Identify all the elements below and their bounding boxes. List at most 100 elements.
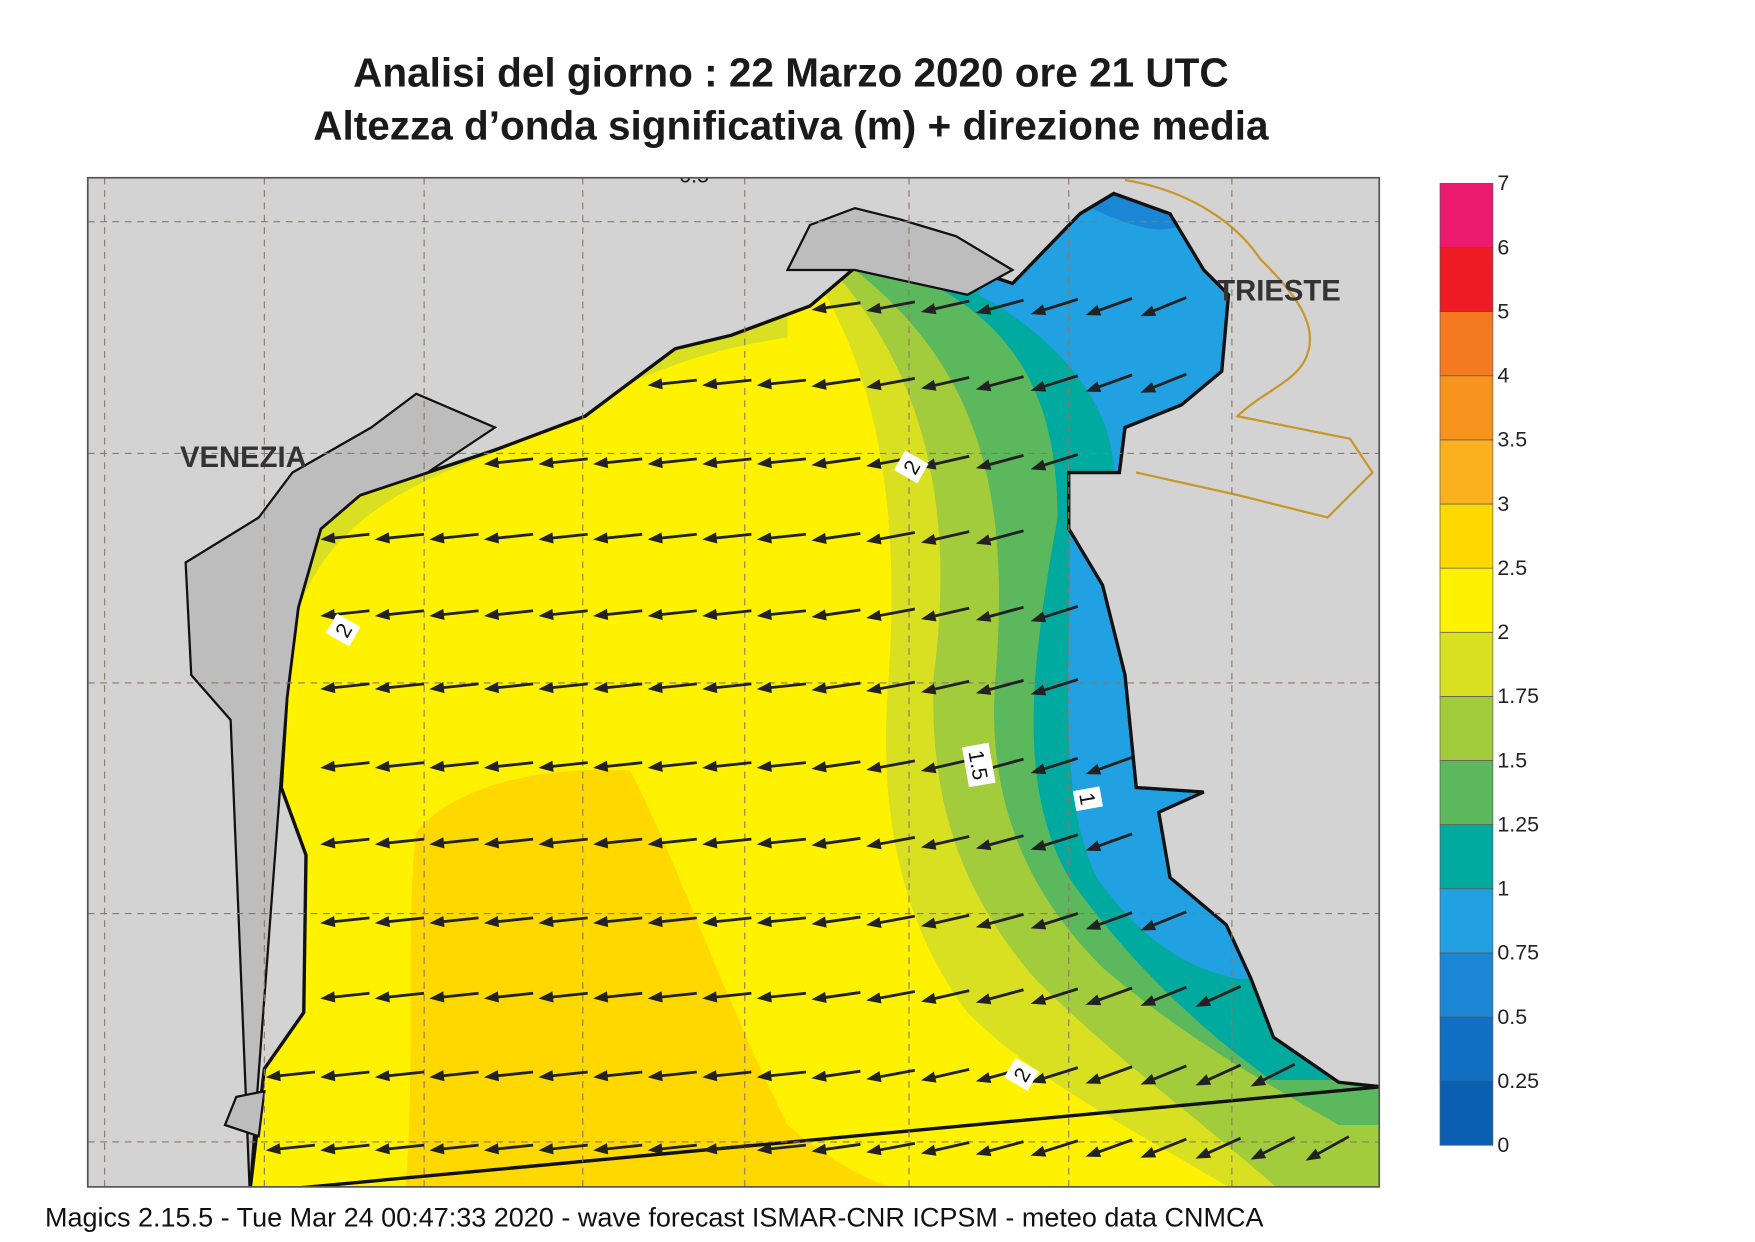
arrow-head — [811, 609, 827, 621]
arrow-head — [1140, 1146, 1157, 1158]
contour-labels: 2 2 1.5 1 2 — [325, 450, 1103, 1091]
arrow-head — [320, 760, 336, 772]
arrow-head — [811, 378, 827, 390]
arrow-head — [1305, 1148, 1322, 1161]
arrow-head — [538, 608, 554, 621]
arrow-head — [756, 532, 772, 544]
place-label: VENEZIA — [180, 442, 307, 474]
arrow-head — [702, 681, 718, 694]
colorbar-label: 6 — [1497, 235, 1509, 259]
arrow-head — [1030, 839, 1047, 851]
arrow-head — [538, 915, 554, 928]
arrow-head — [866, 838, 882, 850]
arrow-head — [593, 1143, 609, 1155]
arrow-head — [866, 457, 882, 470]
arrow-head — [593, 532, 609, 544]
arrow-head — [538, 456, 554, 469]
colorbar-band — [1439, 567, 1494, 633]
map-area: 0.5 — [87, 177, 1380, 1187]
arrow-head — [320, 608, 336, 621]
arrow-head — [647, 1070, 663, 1082]
arrow-head — [866, 992, 882, 1004]
arrow-head — [647, 608, 663, 621]
colorbar-band — [1439, 824, 1494, 890]
island — [223, 1089, 266, 1138]
border — [1124, 178, 1374, 519]
arrow-head — [483, 681, 500, 694]
arrow-head — [975, 1145, 992, 1157]
arrow-head — [702, 1143, 718, 1155]
arrow-head — [1030, 1072, 1047, 1084]
arrow-head — [320, 915, 336, 928]
arrow-head — [702, 378, 718, 390]
title: Analisi del giorno : 22 Marzo 2020 ore 2… — [353, 50, 1229, 96]
arrow-head — [975, 918, 992, 929]
arrow-head — [920, 992, 937, 1004]
colorbar-label: 1.5 — [1497, 748, 1527, 772]
lagoon — [785, 206, 1015, 296]
arrow-head — [756, 681, 772, 694]
arrow-head — [920, 838, 937, 850]
arrow-head — [1085, 304, 1102, 316]
colorbar-label: 0.75 — [1497, 941, 1539, 965]
arrow-head — [920, 762, 937, 774]
arrow-head — [756, 1143, 772, 1155]
subtitle: Altezza d’onda significativa (m) + direz… — [313, 103, 1269, 149]
arrow-head — [1250, 1148, 1267, 1160]
arrow-head — [1085, 1146, 1102, 1157]
arrow-head — [1030, 918, 1047, 930]
arrow-head — [811, 682, 827, 694]
colorbar-band — [1439, 503, 1494, 569]
arrow-head — [811, 991, 827, 1003]
arrow-head — [975, 684, 992, 695]
colorbar-label: 3 — [1497, 492, 1509, 516]
arrow-head — [920, 379, 937, 391]
colorbar-label: 0 — [1497, 1133, 1509, 1157]
arrow-head — [538, 1143, 554, 1155]
arrow-head — [702, 608, 718, 621]
arrow-head — [866, 1071, 882, 1083]
colorbar-band — [1439, 247, 1494, 312]
arrow-head — [320, 1070, 336, 1082]
arrow-head — [1030, 459, 1047, 471]
arrow-head — [866, 1144, 882, 1156]
arrow-head — [538, 760, 554, 772]
arrow-head — [429, 681, 445, 694]
arrow-head — [374, 532, 390, 544]
arrow-head — [756, 378, 772, 390]
contour-label: 1.5 — [963, 748, 992, 781]
arrow-head — [1030, 684, 1047, 696]
arrow-head — [1085, 381, 1102, 392]
arrow-head — [1030, 763, 1047, 775]
colorbar-label: 2 — [1497, 620, 1509, 644]
arrow-head — [811, 916, 827, 928]
arrow-head — [1250, 1074, 1267, 1087]
arrow-head — [756, 837, 772, 849]
arrow-head — [920, 533, 937, 545]
arrow-head — [265, 1143, 281, 1155]
arrow-head — [647, 456, 663, 469]
arrow-head — [975, 380, 992, 392]
arrow-head — [811, 761, 827, 773]
arrow-head — [483, 608, 500, 621]
arrow-head — [811, 1143, 827, 1155]
arrow-head — [756, 991, 772, 1003]
colorbar-label: 4 — [1497, 364, 1509, 388]
colorbar-band — [1439, 439, 1494, 505]
arrow-head — [647, 760, 663, 772]
arrow-head — [702, 1070, 718, 1082]
arrow-head — [538, 532, 554, 544]
colorbar-band — [1439, 760, 1494, 825]
colorbar: 0 0.25 0.5 0.75 1 1.25 1.5 1.75 2 2.5 3 3.5 4 5 6 7 — [1439, 171, 1539, 1157]
arrow-head — [920, 610, 937, 622]
arrow-head — [1085, 994, 1102, 1006]
arrow-head — [1085, 919, 1102, 930]
arrow-head — [647, 532, 663, 544]
arrow-head — [975, 610, 992, 622]
arrow-head — [920, 303, 937, 315]
arrow-head — [975, 1072, 992, 1084]
arrow-head — [647, 1143, 663, 1155]
arrow-head — [866, 302, 882, 314]
arrow-head — [429, 760, 445, 772]
